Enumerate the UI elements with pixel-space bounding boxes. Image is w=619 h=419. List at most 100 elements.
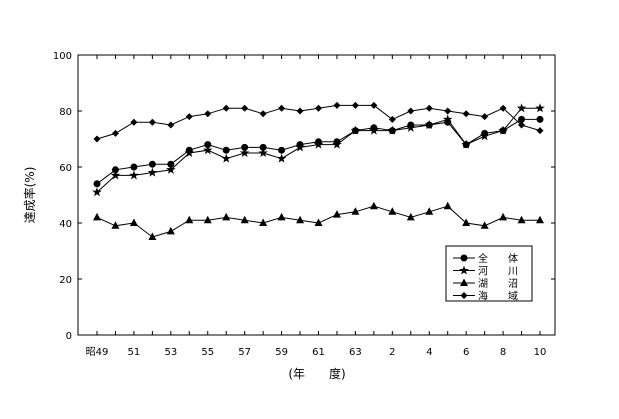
y-axis: 0 20 40 60 80 100: [53, 51, 555, 342]
data-point-triangle: [148, 232, 157, 240]
data-point-star: [92, 187, 102, 197]
data-point-diamond: [111, 129, 119, 137]
data-point-star: [147, 167, 158, 177]
x-tick-label: 2: [389, 347, 395, 358]
data-point-circle: [111, 166, 119, 174]
y-tick-label: 60: [59, 163, 72, 174]
series-star: [92, 103, 545, 197]
data-point-diamond: [407, 107, 415, 115]
data-point-circle: [518, 115, 526, 123]
data-point-triangle: [203, 215, 212, 224]
data-point-diamond: [536, 127, 544, 135]
data-point-triangle: [296, 215, 305, 224]
data-point-diamond: [351, 101, 359, 109]
data-point-star: [479, 131, 490, 141]
data-point-circle: [204, 141, 212, 149]
data-point-circle: [536, 115, 544, 123]
data-point-diamond: [462, 110, 470, 118]
data-point-triangle: [406, 212, 415, 221]
data-point-triangle: [277, 212, 286, 221]
data-point-diamond: [93, 135, 101, 143]
data-point-circle: [278, 146, 286, 154]
data-point-star: [461, 139, 471, 149]
data-point-diamond: [222, 104, 230, 112]
data-point-diamond: [460, 292, 468, 299]
x-tick-label: 昭49: [86, 346, 109, 358]
data-point-star: [276, 153, 287, 163]
data-point-triangle: [129, 218, 138, 226]
data-point-circle: [259, 143, 267, 151]
series-layer: [92, 101, 545, 240]
data-point-diamond: [499, 104, 507, 112]
data-point-triangle: [499, 212, 508, 221]
x-tick-label: 61: [312, 347, 325, 358]
x-tick-label: 63: [349, 347, 362, 358]
series-triangle: [93, 201, 544, 240]
data-point-triangle: [536, 215, 544, 224]
data-point-star: [166, 164, 176, 174]
data-point-triangle: [460, 278, 468, 286]
data-point-star: [442, 114, 453, 124]
data-point-triangle: [111, 221, 120, 229]
data-point-star: [369, 125, 379, 135]
data-point-star: [184, 148, 195, 158]
x-tick-label: 59: [275, 347, 288, 358]
data-point-circle: [93, 180, 101, 188]
data-point-circle: [167, 160, 175, 168]
x-tick-label: 53: [164, 347, 177, 358]
data-point-diamond: [167, 121, 175, 129]
x-tick-label: 6: [463, 347, 469, 358]
data-point-diamond: [481, 113, 489, 121]
data-point-diamond: [185, 113, 193, 121]
data-point-star: [295, 142, 305, 152]
data-point-diamond: [296, 107, 304, 115]
data-point-triangle: [332, 210, 341, 218]
data-point-diamond: [259, 110, 267, 118]
data-point-diamond: [370, 101, 378, 109]
data-point-star: [424, 120, 435, 130]
data-point-star: [110, 170, 121, 180]
data-point-circle: [460, 254, 468, 262]
data-point-star: [313, 139, 324, 149]
data-point-diamond: [148, 118, 156, 126]
y-tick-label: 100: [53, 51, 72, 62]
data-point-circle: [241, 143, 249, 151]
x-tick-label: 4: [426, 347, 432, 358]
x-tick-label: 8: [500, 347, 506, 358]
data-point-star: [459, 265, 469, 275]
data-point-star: [535, 103, 545, 113]
data-point-diamond: [278, 104, 286, 112]
data-point-triangle: [222, 212, 231, 221]
data-point-star: [332, 139, 342, 149]
data-point-diamond: [444, 107, 452, 115]
data-point-triangle: [93, 212, 101, 221]
y-tick-label: 0: [66, 331, 72, 342]
y-tick-label: 80: [59, 107, 72, 118]
data-point-triangle: [517, 215, 526, 224]
legend-label: 河 川: [478, 266, 518, 278]
data-point-diamond: [425, 104, 433, 112]
data-point-diamond: [315, 104, 322, 112]
data-point-diamond: [204, 110, 212, 118]
data-point-triangle: [388, 207, 397, 215]
data-point-star: [239, 148, 250, 158]
data-point-star: [387, 125, 398, 135]
data-point-circle: [222, 146, 230, 154]
data-point-triangle: [166, 226, 175, 235]
data-point-triangle: [480, 221, 489, 229]
data-point-triangle: [314, 218, 323, 226]
data-point-triangle: [240, 215, 249, 224]
data-point-triangle: [185, 215, 194, 224]
x-tick-label: 57: [238, 347, 251, 358]
legend-label: 湖 沼: [478, 277, 518, 290]
data-point-star: [498, 125, 508, 135]
x-tick-label: 10: [534, 347, 547, 358]
x-tick-label: 51: [128, 347, 141, 358]
data-point-circle: [130, 163, 138, 171]
data-point-star: [221, 153, 231, 163]
y-tick-label: 40: [59, 219, 72, 230]
data-point-diamond: [388, 115, 396, 123]
legend-box: [445, 245, 533, 302]
y-tick-label: 20: [59, 275, 72, 286]
data-point-star: [406, 122, 416, 132]
